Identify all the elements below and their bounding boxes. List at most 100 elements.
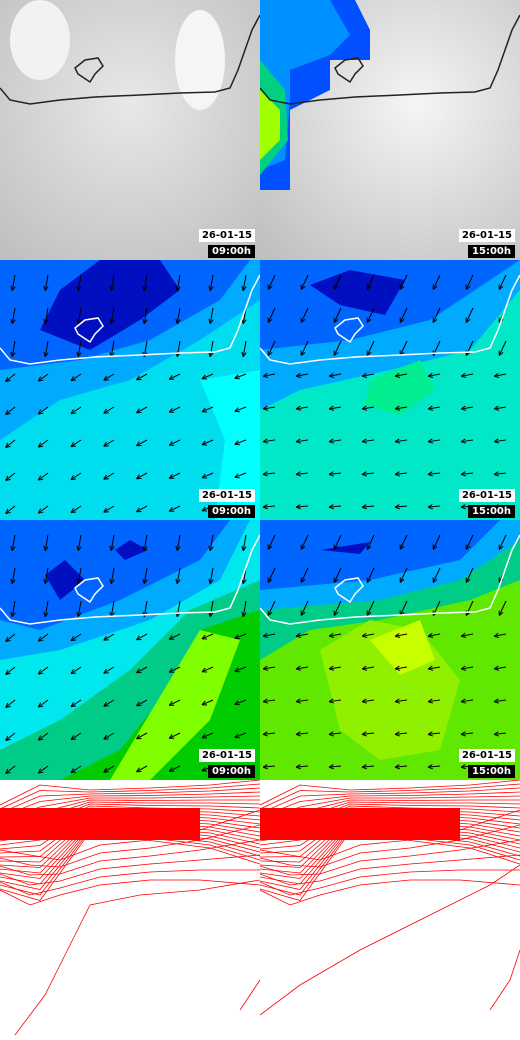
arrow-head (10, 545, 16, 552)
arrow-head (208, 285, 214, 292)
field (110, 630, 240, 780)
arrow-head (427, 698, 434, 704)
arrow-head (168, 441, 175, 446)
arrow-head (103, 767, 109, 773)
map-tile (260, 520, 520, 780)
arrow-head (460, 632, 467, 639)
arrow-head (460, 665, 467, 671)
arrow-head (109, 318, 115, 325)
arrow-head (295, 632, 302, 639)
contour (0, 809, 260, 861)
arrow-head (241, 285, 247, 292)
contour (0, 869, 260, 896)
arrow-head (136, 767, 142, 773)
wind-arrow (461, 732, 474, 735)
arrow-head (300, 610, 306, 616)
arrow-head (43, 285, 49, 292)
arrow-head (136, 408, 142, 414)
wind-arrow (366, 534, 375, 550)
wind-arrow (169, 505, 181, 512)
wind-arrow (136, 765, 148, 773)
wind-arrow (296, 472, 309, 475)
coastline (0, 534, 260, 625)
arrow-head (361, 632, 368, 639)
wind-arrow (296, 633, 309, 637)
wind-arrow (234, 373, 247, 379)
wind-arrow (465, 307, 474, 323)
wind-arrow (428, 699, 441, 703)
arrow-head (366, 284, 372, 290)
wind-arrow (395, 373, 408, 377)
arrow-head (136, 375, 142, 381)
wind-arrow (333, 274, 342, 290)
arrow-head (37, 636, 44, 642)
arrow-head (333, 577, 339, 583)
arrow-head (300, 350, 306, 356)
arrow-head (432, 317, 438, 323)
contour (0, 801, 260, 830)
wind-arrow (44, 307, 49, 324)
arrow-head (394, 372, 401, 379)
contour (0, 803, 260, 834)
wind-arrow (300, 340, 309, 356)
arrow-head (70, 735, 77, 741)
wind-arrow (296, 732, 309, 735)
arrow-head (175, 285, 181, 292)
arrow-head (465, 544, 471, 550)
wind-arrow (70, 666, 82, 675)
wind-arrow (395, 666, 408, 670)
wind-arrow (11, 600, 16, 617)
contour (260, 807, 520, 842)
wind-arrow (5, 633, 16, 642)
contour (260, 869, 520, 896)
wind-arrow (5, 406, 16, 415)
wind-arrow (263, 373, 276, 377)
wind-arrow (300, 567, 309, 583)
island (334, 317, 364, 344)
contour (0, 807, 260, 842)
contour (260, 821, 520, 874)
wind-arrow (103, 406, 115, 414)
arrow-head (300, 317, 306, 323)
wind-arrow (494, 406, 507, 410)
arrow-head (10, 285, 16, 292)
arrow-head (234, 374, 240, 380)
wind-arrow (465, 567, 474, 583)
arrow-head (328, 665, 335, 671)
wind-arrow (136, 406, 148, 414)
arrow-head (498, 610, 504, 616)
contour (14, 879, 260, 1036)
arrow-head (241, 611, 247, 618)
arrow-head (5, 376, 11, 383)
contour (0, 817, 260, 863)
arrow-head (103, 701, 109, 707)
wind-arrow (5, 699, 16, 708)
arrow-head (37, 702, 44, 708)
wind-arrow (209, 307, 214, 324)
arrow-head (241, 351, 247, 358)
wind-arrow (428, 765, 441, 768)
wind-arrow (399, 567, 408, 583)
contour (260, 864, 520, 1016)
arrow-head (142, 545, 148, 552)
wind-arrow (234, 732, 247, 738)
wind-arrow (77, 567, 82, 584)
wind-arrow (296, 373, 309, 377)
arrow-head (5, 475, 11, 482)
wind-arrow (432, 274, 441, 290)
arrow-head (267, 284, 273, 290)
wind-arrow (242, 274, 247, 291)
wind-arrow (143, 274, 148, 291)
arrow-head (262, 372, 269, 379)
time-label: 15:00h (468, 505, 515, 518)
wind-arrow (201, 732, 214, 739)
wind-arrow (110, 600, 115, 617)
wind-arrow (362, 373, 375, 377)
wind-arrow (494, 373, 507, 377)
wind-arrow (176, 567, 181, 584)
wind-arrow (428, 373, 441, 377)
arrow-head (328, 632, 335, 639)
wind-arrow (461, 633, 474, 637)
arrow-head (201, 667, 208, 673)
